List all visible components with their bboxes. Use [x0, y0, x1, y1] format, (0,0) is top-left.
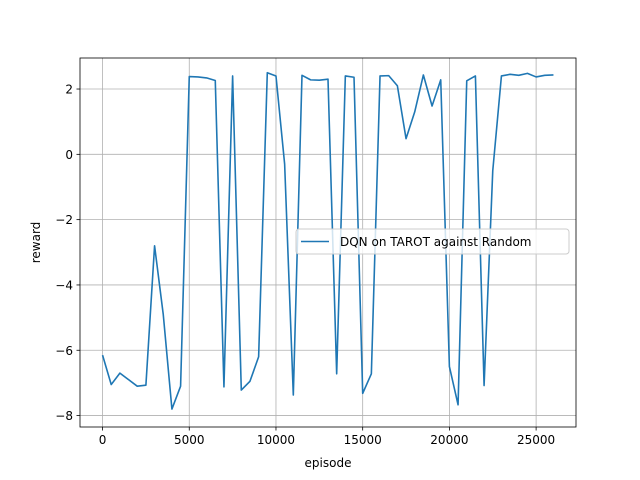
y-tick-label: 0	[65, 148, 73, 162]
x-tick-label: 15000	[344, 433, 382, 447]
grid	[80, 58, 576, 427]
y-axis-label: reward	[29, 222, 43, 264]
series-layer	[101, 71, 554, 410]
y-tick-label: −6	[55, 344, 73, 358]
legend-label: DQN on TAROT against Random	[340, 235, 532, 249]
y-tick-label: 2	[65, 83, 73, 97]
x-tick-label: 0	[99, 433, 107, 447]
ticks: 0 5000 10000 15000 20000 25000 −8 −6 −4 −2 0 2	[55, 83, 555, 447]
x-tick-label: 20000	[430, 433, 468, 447]
y-tick-label: −8	[55, 409, 73, 423]
legend: DQN on TAROT against Random	[295, 228, 570, 255]
plot-frame	[79, 57, 577, 428]
x-axis-label: episode	[305, 456, 352, 470]
legend-box	[295, 228, 570, 255]
y-tick-label: −2	[55, 213, 73, 227]
series-line	[101, 71, 554, 410]
x-tick-label: 25000	[517, 433, 555, 447]
x-tick-label: 10000	[257, 433, 295, 447]
x-tick-label: 5000	[174, 433, 205, 447]
y-tick-label: −4	[55, 278, 73, 292]
